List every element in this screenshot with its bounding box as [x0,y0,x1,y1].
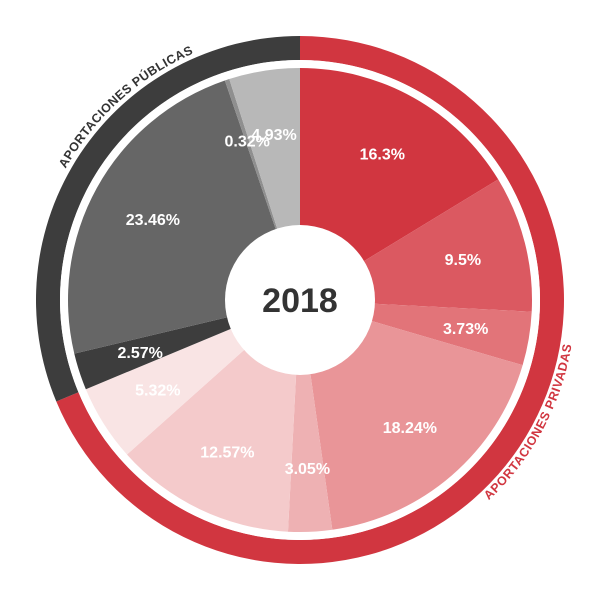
pie-slice-4 [287,371,333,532]
pie-slice-10 [229,68,300,232]
pie-slice-9 [224,79,279,232]
slice-label-9: 0.32% [224,134,269,151]
pie-slice-1 [361,179,532,312]
slice-label-6: 5.32% [135,383,180,400]
center-hole [225,225,375,375]
slice-label-7: 2.57% [118,345,163,362]
pie-slices [68,68,532,532]
slice-label-2: 3.73% [443,321,488,338]
pie-slice-0 [300,68,499,263]
pie-slice-2 [369,303,532,366]
slice-label-3: 18.24% [383,420,437,437]
ring-separator [60,60,540,540]
outer-group-ring [35,36,564,565]
slice-label-10: 4.93% [251,127,296,144]
pie-slice-8 [68,80,277,354]
pie-slice-5 [126,347,297,532]
slice-labels: 16.3% 9.5% 3.73% 18.24% 3.05% 12.57% 5.32% 2.57… [118,127,489,478]
center-label: 2018 [262,282,338,320]
pie-slice-3 [310,320,523,530]
slice-label-4: 3.05% [285,461,330,478]
pie-slice-7 [74,316,234,390]
slice-label-8: 23.46% [126,212,180,229]
slice-label-1: 9.5% [445,252,481,269]
group-ring-1 [35,36,300,402]
slice-label-5: 12.57% [200,445,254,462]
slice-label-0: 16.3% [360,147,405,164]
pie-slice-6 [85,327,247,455]
